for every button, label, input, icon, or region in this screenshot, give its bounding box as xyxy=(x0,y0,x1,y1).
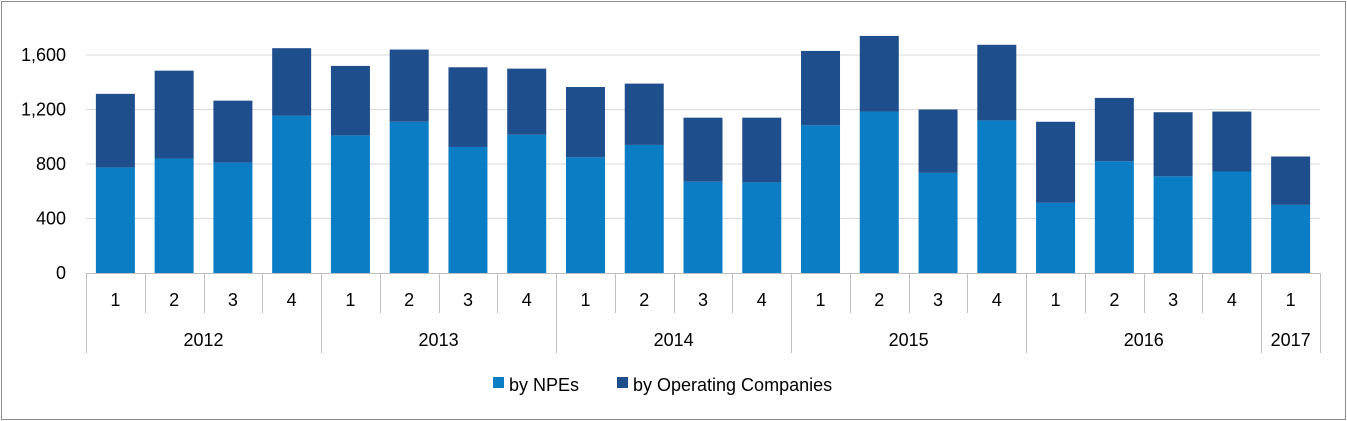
legend-swatch-operating-companies xyxy=(617,377,628,388)
legend: by NPEs by Operating Companies xyxy=(493,375,832,395)
bar-operating-companies xyxy=(1271,157,1310,205)
x-axis: 1 2 3 4 1 2 3 4 1 2 3 4 1 2 3 4 1 2 3 4 1 2012 2013 2014 2015 201… xyxy=(86,273,1321,353)
bar-operating-companies xyxy=(860,36,899,112)
quarter-label: 3 xyxy=(463,290,473,310)
bar-npes xyxy=(860,112,899,273)
quarter-label: 1 xyxy=(1051,290,1061,310)
bar-npes xyxy=(213,163,252,273)
year-label: 2015 xyxy=(889,330,929,350)
quarter-label: 1 xyxy=(110,290,120,310)
quarter-label: 2 xyxy=(1109,290,1119,310)
legend-swatch-npes xyxy=(493,377,504,388)
legend-label-operating-companies: by Operating Companies xyxy=(633,375,832,395)
year-label: 2014 xyxy=(654,330,694,350)
bar-npes xyxy=(390,122,429,273)
bar-npes xyxy=(742,182,781,273)
y-tick-label: 0 xyxy=(56,263,66,283)
bar-operating-companies xyxy=(213,101,252,163)
bar-operating-companies xyxy=(96,94,135,168)
bar-operating-companies xyxy=(155,71,194,159)
y-tick-label: 1,200 xyxy=(21,100,66,120)
bar-npes xyxy=(1271,205,1310,273)
bar-operating-companies xyxy=(1212,112,1251,172)
quarter-label: 1 xyxy=(580,290,590,310)
bar-npes xyxy=(801,125,840,273)
bar-operating-companies xyxy=(742,118,781,183)
bar-npes xyxy=(155,159,194,273)
y-axis-tick-labels: 0 400 800 1,200 1,600 xyxy=(21,45,66,283)
quarter-label: 3 xyxy=(698,290,708,310)
quarter-label: 1 xyxy=(1286,290,1296,310)
y-tick-label: 400 xyxy=(36,209,66,229)
quarter-label: 3 xyxy=(933,290,943,310)
year-label: 2016 xyxy=(1124,330,1164,350)
bar-operating-companies xyxy=(1095,98,1134,161)
quarter-label: 4 xyxy=(287,290,297,310)
bar-npes xyxy=(919,173,958,273)
bar-operating-companies xyxy=(919,110,958,173)
quarter-label: 4 xyxy=(992,290,1002,310)
bar-npes xyxy=(1036,203,1075,273)
quarter-label: 3 xyxy=(228,290,238,310)
bar-npes xyxy=(684,182,723,273)
bar-npes xyxy=(507,135,546,273)
bar-operating-companies xyxy=(272,48,311,115)
quarter-label: 4 xyxy=(522,290,532,310)
quarter-label: 4 xyxy=(1227,290,1237,310)
year-label: 2017 xyxy=(1271,330,1311,350)
y-tick-label: 1,600 xyxy=(21,45,66,65)
bar-operating-companies xyxy=(625,84,664,145)
quarter-label: 2 xyxy=(169,290,179,310)
bar-operating-companies xyxy=(684,118,723,182)
quarter-label: 3 xyxy=(1168,290,1178,310)
bar-operating-companies xyxy=(977,45,1016,121)
bar-npes xyxy=(625,145,664,273)
bar-operating-companies xyxy=(331,66,370,135)
bar-operating-companies xyxy=(507,69,546,135)
bar-operating-companies xyxy=(566,87,605,157)
bar-operating-companies xyxy=(801,51,840,125)
stacked-bar-chart: 0 400 800 1,200 1,600 1 2 3 4 1 2 3 4 1 2 3 4 1 2 3 4 1 2 3 4 1 2… xyxy=(0,0,1347,421)
bar-npes xyxy=(1212,171,1251,273)
bar-npes xyxy=(331,135,370,273)
quarter-label: 4 xyxy=(757,290,767,310)
quarter-label: 2 xyxy=(874,290,884,310)
bars xyxy=(96,36,1310,273)
bar-npes xyxy=(566,157,605,273)
bar-npes xyxy=(448,147,487,273)
bar-operating-companies xyxy=(1154,112,1193,176)
y-tick-label: 800 xyxy=(36,154,66,174)
quarter-label: 2 xyxy=(404,290,414,310)
quarter-label: 1 xyxy=(816,290,826,310)
legend-label-npes: by NPEs xyxy=(509,375,579,395)
bar-npes xyxy=(272,116,311,273)
bar-npes xyxy=(96,167,135,273)
quarter-label: 1 xyxy=(345,290,355,310)
bar-operating-companies xyxy=(1036,122,1075,203)
bar-operating-companies xyxy=(390,50,429,122)
quarter-label: 2 xyxy=(639,290,649,310)
bar-npes xyxy=(1095,161,1134,273)
bar-npes xyxy=(977,120,1016,273)
bar-npes xyxy=(1154,176,1193,273)
year-label: 2013 xyxy=(419,330,459,350)
year-label: 2012 xyxy=(184,330,224,350)
bar-operating-companies xyxy=(448,67,487,147)
